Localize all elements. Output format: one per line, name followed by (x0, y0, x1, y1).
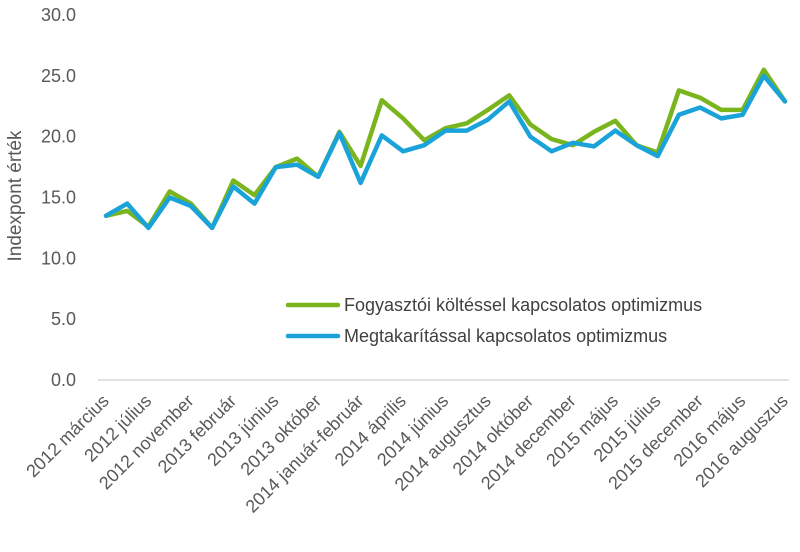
series-line-1 (103, 67, 788, 231)
y-tick-label: 25.0 (41, 66, 76, 86)
legend-label: Fogyasztói költéssel kapcsolatos optimiz… (344, 295, 702, 315)
y-tick-label: 30.0 (41, 5, 76, 25)
legend: Fogyasztói költéssel kapcsolatos optimiz… (285, 295, 702, 346)
y-axis: 0.0 5.0 10.0 15.0 20.0 25.0 30.0 (41, 5, 76, 390)
y-tick-label: 20.0 (41, 127, 76, 147)
y-tick-label: 5.0 (51, 309, 76, 329)
y-tick-label: 15.0 (41, 188, 76, 208)
y-tick-label: 0.0 (51, 370, 76, 390)
legend-label: Megtakarítással kapcsolatos optimizmus (344, 326, 667, 346)
series-line-2 (103, 73, 788, 231)
y-axis-title: Indexpont érték (5, 130, 26, 261)
y-tick-label: 10.0 (41, 248, 76, 268)
series-lines (103, 67, 788, 231)
